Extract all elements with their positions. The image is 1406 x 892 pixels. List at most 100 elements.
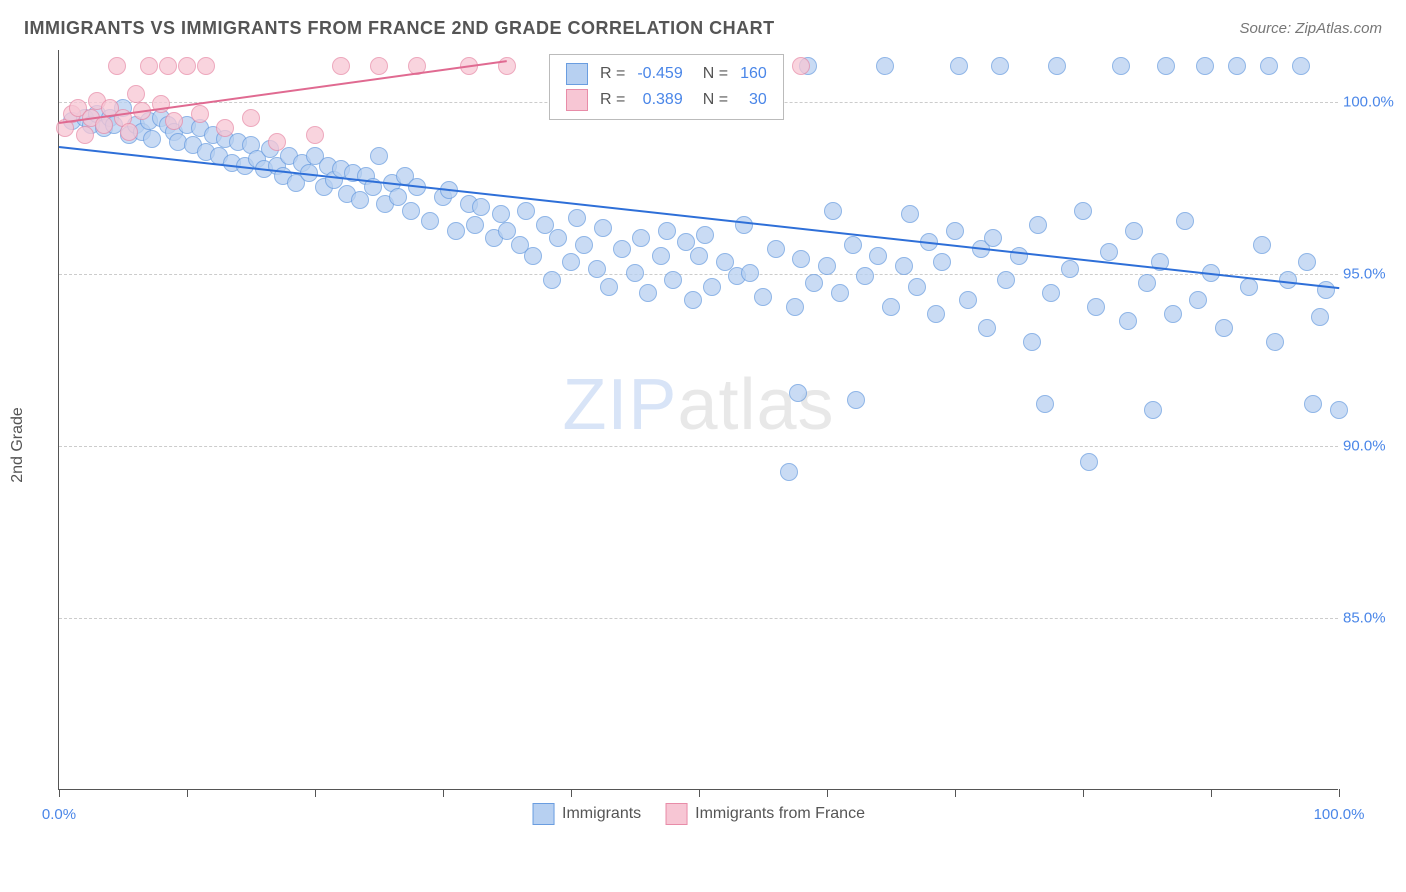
data-point	[159, 57, 177, 75]
data-point	[1253, 236, 1271, 254]
data-point	[780, 463, 798, 481]
data-point	[562, 253, 580, 271]
data-point	[844, 236, 862, 254]
data-point	[927, 305, 945, 323]
data-point	[792, 250, 810, 268]
series-legend: Immigrants Immigrants from France	[532, 803, 865, 825]
data-point	[703, 278, 721, 296]
data-point	[1036, 395, 1054, 413]
data-point	[901, 205, 919, 223]
data-point	[696, 226, 714, 244]
data-point	[492, 205, 510, 223]
data-point	[984, 229, 1002, 247]
data-point	[792, 57, 810, 75]
legend-item: Immigrants from France	[665, 803, 865, 825]
data-point	[805, 274, 823, 292]
data-point	[1260, 57, 1278, 75]
data-point	[1029, 216, 1047, 234]
data-point	[1138, 274, 1156, 292]
x-tick	[955, 789, 956, 797]
data-point	[421, 212, 439, 230]
data-point	[997, 271, 1015, 289]
data-point	[1279, 271, 1297, 289]
y-tick-label: 95.0%	[1343, 265, 1398, 282]
x-tick-label: 100.0%	[1314, 806, 1365, 823]
data-point	[1100, 243, 1118, 261]
data-point	[1298, 253, 1316, 271]
data-point	[684, 291, 702, 309]
data-point	[575, 236, 593, 254]
data-point	[370, 57, 388, 75]
gridline	[59, 618, 1338, 619]
data-point	[658, 222, 676, 240]
data-point	[639, 284, 657, 302]
data-point	[1189, 291, 1207, 309]
x-tick	[1339, 789, 1340, 797]
data-point	[1330, 401, 1348, 419]
data-point	[933, 253, 951, 271]
data-point	[447, 222, 465, 240]
data-point	[946, 222, 964, 240]
data-point	[127, 85, 145, 103]
data-point	[1023, 333, 1041, 351]
data-point	[1061, 260, 1079, 278]
data-point	[869, 247, 887, 265]
x-tick	[59, 789, 60, 797]
x-tick	[315, 789, 316, 797]
data-point	[524, 247, 542, 265]
data-point	[754, 288, 772, 306]
chart-source: Source: ZipAtlas.com	[1239, 20, 1382, 37]
x-tick	[1083, 789, 1084, 797]
data-point	[735, 216, 753, 234]
data-point	[543, 271, 561, 289]
data-point	[824, 202, 842, 220]
x-tick	[187, 789, 188, 797]
y-tick-label: 100.0%	[1343, 93, 1398, 110]
data-point	[242, 109, 260, 127]
data-point	[76, 126, 94, 144]
data-point	[664, 271, 682, 289]
data-point	[1125, 222, 1143, 240]
gridline	[59, 446, 1338, 447]
data-point	[991, 57, 1009, 75]
data-point	[594, 219, 612, 237]
chart-title: IMMIGRANTS VS IMMIGRANTS FROM FRANCE 2ND…	[24, 18, 775, 39]
data-point	[1048, 57, 1066, 75]
data-point	[876, 57, 894, 75]
data-point	[1119, 312, 1137, 330]
data-point	[1240, 278, 1258, 296]
data-point	[831, 284, 849, 302]
legend-item: Immigrants	[532, 803, 641, 825]
data-point	[1176, 212, 1194, 230]
data-point	[856, 267, 874, 285]
plot-area: ZIPatlas R =-0.459N =160R =0.389N =30 Im…	[58, 50, 1338, 790]
data-point	[1266, 333, 1284, 351]
trend-line	[59, 146, 1339, 289]
data-point	[1215, 319, 1233, 337]
data-point	[466, 216, 484, 234]
data-point	[1042, 284, 1060, 302]
data-point	[908, 278, 926, 296]
data-point	[959, 291, 977, 309]
data-point	[216, 119, 234, 137]
data-point	[786, 298, 804, 316]
x-tick	[571, 789, 572, 797]
data-point	[741, 264, 759, 282]
data-point	[191, 105, 209, 123]
x-tick	[827, 789, 828, 797]
data-point	[767, 240, 785, 258]
data-point	[108, 57, 126, 75]
data-point	[690, 247, 708, 265]
data-point	[143, 130, 161, 148]
data-point	[1144, 401, 1162, 419]
data-point	[600, 278, 618, 296]
x-tick	[443, 789, 444, 797]
data-point	[370, 147, 388, 165]
data-point	[626, 264, 644, 282]
data-point	[978, 319, 996, 337]
data-point	[568, 209, 586, 227]
data-point	[789, 384, 807, 402]
chart-header: IMMIGRANTS VS IMMIGRANTS FROM FRANCE 2ND…	[0, 0, 1406, 47]
data-point	[332, 57, 350, 75]
data-point	[1164, 305, 1182, 323]
